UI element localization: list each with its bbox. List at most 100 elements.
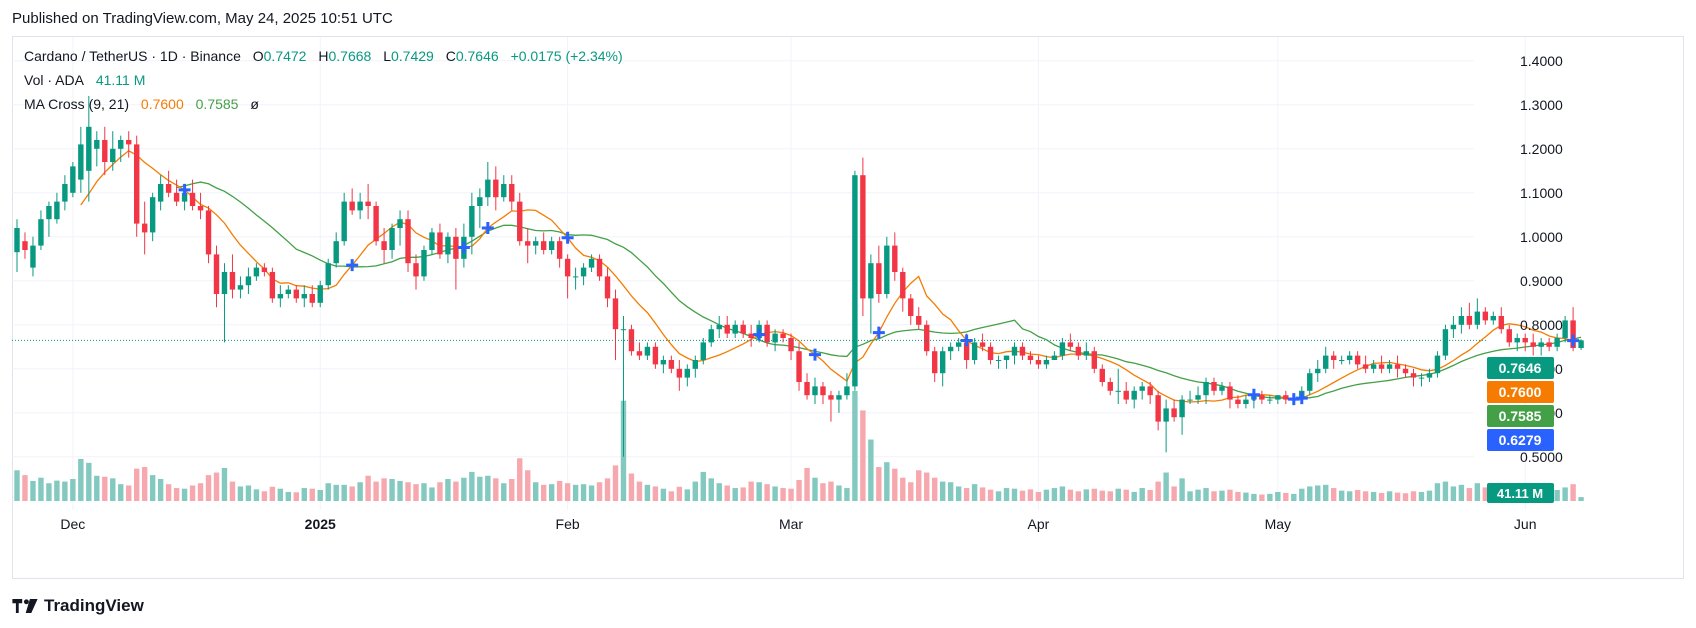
- candle-body: [1514, 338, 1520, 343]
- volume-bar: [445, 479, 451, 501]
- volume-bar: [995, 491, 1002, 501]
- volume-bar: [1155, 481, 1161, 501]
- candle-body: [221, 272, 228, 294]
- published-caption: Published on TradingView.com, May 24, 20…: [12, 10, 393, 27]
- volume-bar: [796, 479, 802, 501]
- legend-symbol[interactable]: Cardano / TetherUS · 1D · Binance: [24, 48, 241, 64]
- x-tick-label: Apr: [1028, 516, 1050, 532]
- candle-body: [1418, 377, 1425, 379]
- y-tick-label: 1.1000: [1520, 185, 1563, 201]
- volume-bar: [365, 475, 371, 501]
- volume-bar: [540, 484, 547, 501]
- candle-body: [1554, 338, 1560, 347]
- volume-bar: [564, 483, 571, 501]
- legend-ohlc-row: Cardano / TetherUS · 1D · Binance O0.747…: [24, 48, 625, 64]
- volume-bar: [421, 483, 427, 501]
- volume-bar: [1059, 486, 1066, 501]
- legend-ma-slow-value: 0.7585: [195, 96, 239, 112]
- candle-body: [78, 144, 84, 180]
- price-badge: [1487, 381, 1554, 403]
- volume-bar: [692, 481, 698, 501]
- volume-bar: [1203, 488, 1209, 501]
- ma-cross-marker: [809, 348, 821, 361]
- legend-volume-label[interactable]: Vol · ADA: [24, 72, 84, 88]
- candle-body: [405, 219, 411, 264]
- volume-bar: [118, 484, 124, 501]
- candle-body: [652, 346, 659, 365]
- volume-bar: [1147, 490, 1153, 501]
- candle-body: [1346, 355, 1353, 360]
- candle-body: [588, 258, 595, 268]
- candle-body: [110, 148, 116, 162]
- x-tick-label: Mar: [779, 516, 803, 532]
- volume-bar: [820, 483, 826, 501]
- volume-bar: [1091, 488, 1097, 501]
- volume-bar: [381, 478, 387, 501]
- volume-bar: [979, 487, 986, 501]
- candle-body: [173, 192, 180, 202]
- volume-bar: [963, 488, 970, 501]
- ma-cross-marker: [457, 241, 470, 254]
- candle-body: [389, 228, 395, 250]
- tradingview-brand[interactable]: TradingView: [12, 596, 144, 616]
- candle-body: [1370, 364, 1377, 369]
- candle-body: [612, 298, 619, 330]
- candle-body: [644, 346, 651, 356]
- volume-bar: [102, 476, 108, 501]
- volume-bar: [429, 487, 435, 501]
- volume-bar: [1283, 492, 1289, 501]
- candle-body: [381, 241, 387, 250]
- volume-bar: [1043, 489, 1050, 501]
- volume-bar: [852, 391, 858, 501]
- candle-body: [245, 276, 252, 286]
- candle-body: [1139, 386, 1145, 391]
- volume-bar: [269, 486, 276, 501]
- volume-bar: [947, 482, 954, 501]
- volume-bar: [1562, 487, 1568, 501]
- candle-body: [1227, 386, 1233, 400]
- candle-body: [253, 267, 260, 277]
- volume-bar: [78, 458, 84, 501]
- volume-bar: [860, 410, 866, 501]
- volume-bar: [876, 467, 882, 501]
- volume-bar: [1338, 490, 1345, 501]
- candle-body: [1211, 382, 1217, 391]
- volume-bar: [461, 477, 467, 501]
- volume-bar: [54, 480, 60, 501]
- candle-body: [636, 351, 643, 356]
- candle-body: [261, 267, 268, 272]
- volume-bar: [1083, 489, 1090, 501]
- candle-body: [485, 179, 491, 198]
- volume-bar: [732, 488, 738, 501]
- volume-bar: [1115, 488, 1121, 501]
- candle-body: [604, 276, 611, 299]
- candle-body: [963, 342, 970, 360]
- candle-body: [62, 184, 68, 202]
- candle-body: [205, 210, 212, 255]
- candle-body: [836, 395, 842, 400]
- candle-body: [1275, 395, 1281, 400]
- volume-bar: [1267, 493, 1273, 501]
- candle-body: [987, 346, 994, 360]
- volume-bar: [1195, 489, 1201, 501]
- price-badge: [1487, 357, 1554, 379]
- volume-bar: [1346, 491, 1353, 501]
- candle-body: [1466, 316, 1473, 325]
- volume-bar: [788, 488, 794, 501]
- legend-open-label: O: [252, 48, 264, 64]
- candle-body: [580, 267, 587, 277]
- volume-bar: [189, 485, 196, 501]
- candle-body: [213, 254, 220, 294]
- volume-bar: [253, 489, 260, 501]
- candle-body: [1315, 368, 1321, 374]
- legend-close-value: 0.7646: [455, 48, 499, 64]
- candle-body: [373, 206, 379, 242]
- volume-bar: [141, 467, 148, 501]
- volume-bar: [580, 484, 587, 501]
- volume-bar: [604, 478, 611, 501]
- candle-body: [14, 228, 20, 253]
- legend-ma-label[interactable]: MA Cross (9, 21): [24, 96, 130, 112]
- candle-body: [1410, 373, 1417, 378]
- candle-body: [564, 258, 571, 277]
